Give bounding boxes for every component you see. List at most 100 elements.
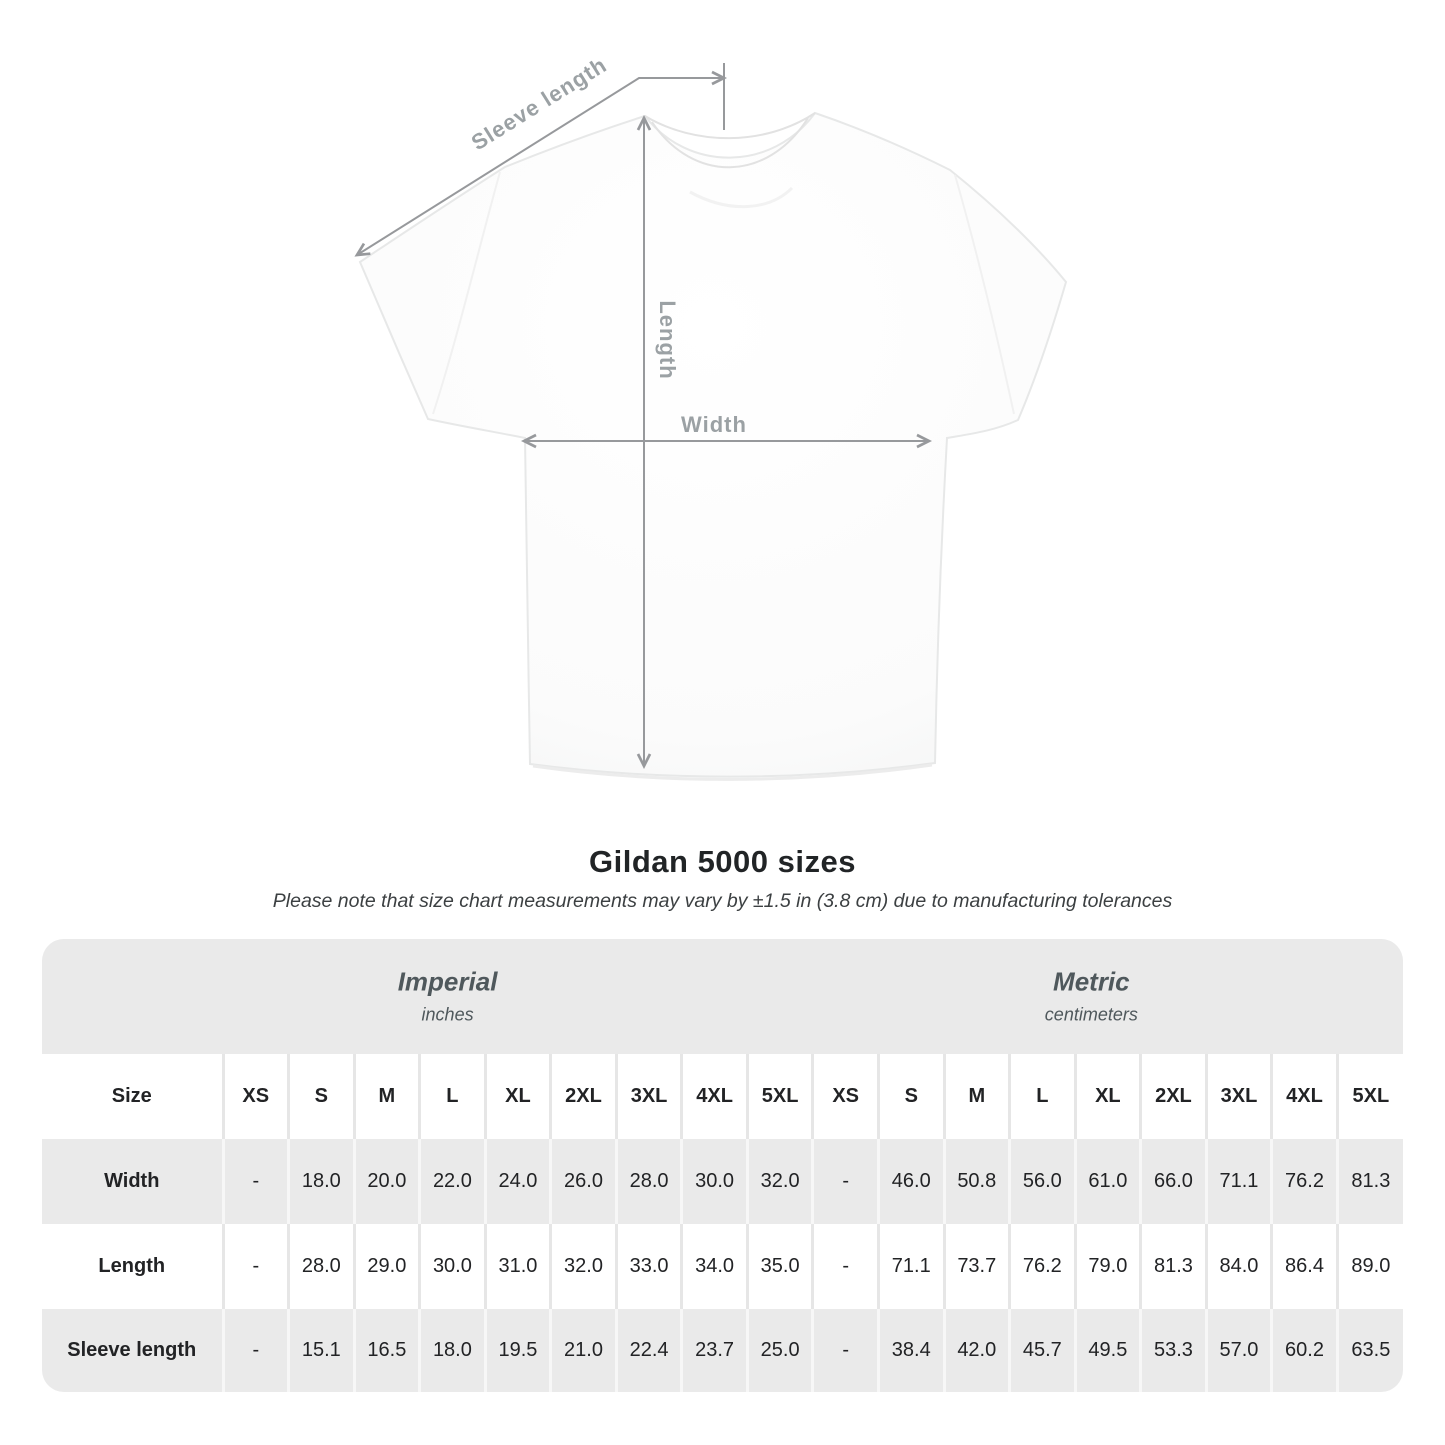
size-value-cell: 18.0: [418, 1309, 486, 1392]
size-value-cell: 32.0: [549, 1224, 617, 1309]
width-label: Width: [681, 412, 747, 437]
size-col-header: S: [876, 1054, 945, 1139]
size-value-cell: 16.5: [352, 1309, 420, 1392]
size-value-cell: 46.0: [876, 1139, 945, 1224]
tshirt-outline: [358, 111, 1068, 778]
size-value-cell: 53.3: [1139, 1309, 1207, 1392]
size-value-cell: 42.0: [942, 1309, 1010, 1392]
size-header-row: Size XS S M L XL 2XL 3XL 4XL 5XL XS S M …: [42, 1054, 1403, 1139]
size-value-cell: 66.0: [1139, 1139, 1207, 1224]
size-value-cell: 30.0: [680, 1139, 748, 1224]
tolerance-note: Please note that size chart measurements…: [272, 890, 1173, 912]
size-col-header: 3XL: [1204, 1054, 1272, 1139]
size-value-cell: 22.0: [418, 1139, 486, 1224]
size-value-cell: -: [811, 1309, 879, 1392]
sleeve-length-arrow: [354, 63, 728, 257]
size-col-header: L: [418, 1054, 486, 1139]
size-table-card: Imperial inches Metric centimeters Size …: [42, 939, 1403, 1392]
size-value-cell: 63.5: [1335, 1309, 1403, 1392]
size-value-cell: 26.0: [549, 1139, 617, 1224]
size-value-cell: 28.0: [614, 1139, 682, 1224]
size-value-cell: 71.1: [1204, 1139, 1272, 1224]
size-value-cell: 35.0: [745, 1224, 813, 1309]
imperial-title: Imperial: [397, 965, 498, 996]
size-col-header: 4XL: [1270, 1054, 1338, 1139]
measurement-row-label: Sleeve length: [42, 1309, 223, 1392]
size-value-cell: 49.5: [1073, 1309, 1141, 1392]
size-value-cell: 45.7: [1008, 1309, 1076, 1392]
size-value-cell: 18.0: [287, 1139, 355, 1224]
size-value-cell: -: [221, 1139, 289, 1224]
sleeve-length-row: Sleeve length - 15.1 16.5 18.0 19.5 21.0…: [42, 1309, 1403, 1392]
size-value-cell: 81.3: [1139, 1224, 1207, 1309]
page-title: Gildan 5000 sizes: [589, 844, 856, 879]
size-value-cell: 79.0: [1073, 1224, 1141, 1309]
size-corner-label: Size: [42, 1054, 223, 1139]
size-value-cell: 20.0: [352, 1139, 420, 1224]
size-value-cell: 60.2: [1270, 1309, 1338, 1392]
size-value-cell: 29.0: [352, 1224, 420, 1309]
size-col-header: 4XL: [680, 1054, 748, 1139]
size-value-cell: -: [811, 1139, 879, 1224]
size-value-cell: 21.0: [549, 1309, 617, 1392]
size-value-cell: 73.7: [942, 1224, 1010, 1309]
size-col-header: XS: [221, 1054, 289, 1139]
size-col-header: M: [942, 1054, 1010, 1139]
size-col-header: XS: [811, 1054, 879, 1139]
imperial-header: Imperial inches: [398, 966, 498, 1025]
size-value-cell: 89.0: [1335, 1224, 1403, 1309]
length-label: Length: [655, 300, 680, 379]
size-col-header: 5XL: [745, 1054, 813, 1139]
length-row: Length - 28.0 29.0 30.0 31.0 32.0 33.0 3…: [42, 1224, 1403, 1309]
metric-unit: centimeters: [1044, 1003, 1138, 1024]
measurement-row-label: Width: [42, 1139, 223, 1224]
size-value-cell: 61.0: [1073, 1139, 1141, 1224]
size-value-cell: 24.0: [483, 1139, 551, 1224]
size-value-cell: 25.0: [745, 1309, 813, 1392]
measurement-row-label: Length: [42, 1224, 223, 1309]
size-col-header: XL: [1073, 1054, 1141, 1139]
size-value-cell: 22.4: [614, 1309, 682, 1392]
size-value-cell: 31.0: [483, 1224, 551, 1309]
size-value-cell: 84.0: [1204, 1224, 1272, 1309]
size-value-cell: 28.0: [287, 1224, 355, 1309]
size-col-header: L: [1008, 1054, 1076, 1139]
size-value-cell: 76.2: [1270, 1139, 1338, 1224]
size-value-cell: 23.7: [680, 1309, 748, 1392]
size-value-cell: 81.3: [1335, 1139, 1403, 1224]
size-col-header: 5XL: [1335, 1054, 1403, 1139]
size-value-cell: 50.8: [942, 1139, 1010, 1224]
right-sleeve-seam: [954, 174, 1015, 415]
width-row: Width - 18.0 20.0 22.0 24.0 26.0 28.0 30…: [42, 1139, 1403, 1224]
unit-header-band: Imperial inches Metric centimeters: [42, 939, 1403, 1054]
size-value-cell: 38.4: [876, 1309, 945, 1392]
size-value-cell: -: [221, 1224, 289, 1309]
tshirt-diagram: Sleeve length Length Width: [354, 52, 1068, 781]
size-value-cell: 34.0: [680, 1224, 748, 1309]
size-value-cell: -: [811, 1224, 879, 1309]
size-col-header: 3XL: [614, 1054, 682, 1139]
size-value-cell: 56.0: [1008, 1139, 1076, 1224]
size-col-header: 2XL: [549, 1054, 617, 1139]
size-col-header: 2XL: [1139, 1054, 1207, 1139]
size-value-cell: 32.0: [745, 1139, 813, 1224]
size-value-cell: 76.2: [1008, 1224, 1076, 1309]
collar-back-seam: [644, 112, 816, 140]
size-value-cell: 86.4: [1270, 1224, 1338, 1309]
size-value-cell: 19.5: [483, 1309, 551, 1392]
size-col-header: S: [287, 1054, 355, 1139]
metric-title: Metric: [1053, 965, 1130, 996]
size-col-header: XL: [483, 1054, 551, 1139]
size-value-cell: 71.1: [876, 1224, 945, 1309]
tshirt-diagram-svg: Sleeve length Length Width: [354, 52, 1068, 781]
size-table: Size XS S M L XL 2XL 3XL 4XL 5XL XS S M …: [42, 1054, 1403, 1392]
hem-shadow: [532, 763, 933, 781]
imperial-unit: inches: [421, 1003, 474, 1024]
size-value-cell: 15.1: [287, 1309, 355, 1392]
size-value-cell: -: [221, 1309, 289, 1392]
metric-header: Metric centimeters: [1045, 966, 1138, 1025]
size-value-cell: 30.0: [418, 1224, 486, 1309]
size-value-cell: 33.0: [614, 1224, 682, 1309]
size-value-cell: 57.0: [1204, 1309, 1272, 1392]
